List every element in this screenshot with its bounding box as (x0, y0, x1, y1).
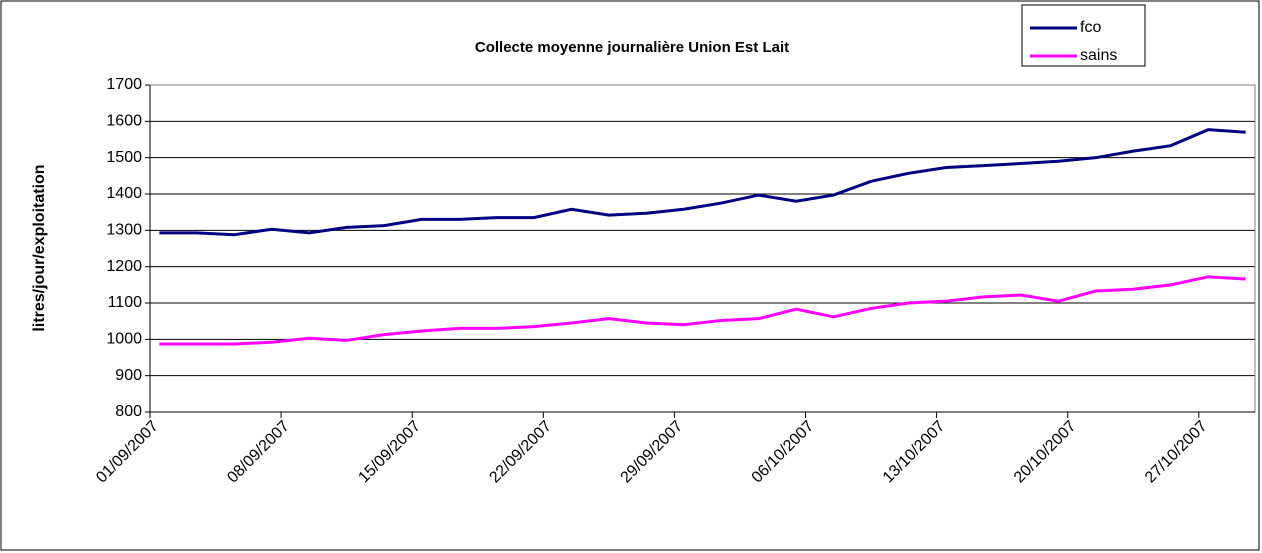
y-tick-label: 1600 (106, 113, 142, 130)
chart-title: Collecte moyenne journalière Union Est L… (475, 39, 789, 56)
legend-label: fco (1080, 19, 1101, 36)
y-tick-label: 1500 (106, 149, 142, 166)
line-series (159, 275, 1246, 346)
y-tick-label: 1300 (106, 222, 142, 239)
y-tick-label: 1100 (108, 294, 143, 311)
line-series (159, 128, 1246, 237)
y-axis-label: litres/jour/exploitation (31, 164, 48, 331)
y-tick-label: 1200 (106, 258, 142, 275)
y-tick-label: 1000 (106, 331, 142, 348)
y-tick-label: 800 (115, 403, 142, 420)
y-tick-label: 1400 (106, 185, 142, 202)
legend-label: sains (1080, 47, 1117, 64)
y-tick-label: 1700 (106, 76, 142, 93)
y-tick-label: 900 (115, 367, 142, 384)
